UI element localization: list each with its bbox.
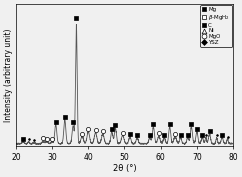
X-axis label: 2θ (°): 2θ (°)	[113, 164, 136, 173]
Legend: Mg, $\beta$-MgH$_2$, C, Ni, MgO, YSZ: Mg, $\beta$-MgH$_2$, C, Ni, MgO, YSZ	[200, 5, 232, 47]
Y-axis label: Intensity (arbitrary unit): Intensity (arbitrary unit)	[4, 28, 13, 122]
